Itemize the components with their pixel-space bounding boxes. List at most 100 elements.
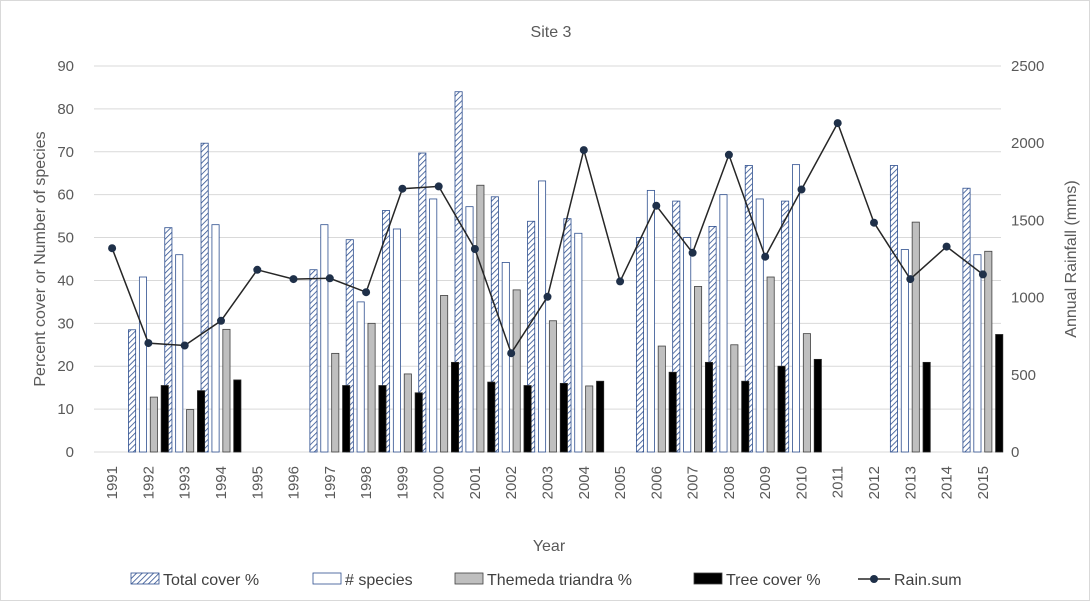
bar: [802, 333, 811, 453]
bar: [922, 361, 931, 453]
rain-point: [616, 277, 625, 286]
legend-label: Rain.sum: [894, 572, 962, 589]
x-axis-title: Year: [533, 538, 566, 555]
bar: [392, 228, 401, 453]
y-tick-label: 70: [57, 144, 74, 161]
rain-line: [111, 121, 984, 355]
bar: [704, 361, 713, 453]
rain-point: [833, 119, 842, 128]
bar: [596, 380, 605, 453]
x-tick-label: 2010: [794, 466, 811, 499]
bar: [766, 276, 775, 453]
bar: [719, 194, 728, 453]
bar: [900, 249, 909, 453]
legend-marker: [870, 575, 878, 583]
legend-label: Themeda triandra %: [487, 572, 632, 589]
rain-point: [978, 270, 987, 279]
legend-item: Total cover %: [130, 572, 259, 589]
y-tick-label: 0: [66, 444, 74, 461]
bar: [356, 301, 365, 453]
y-tick-label: 50: [57, 230, 74, 247]
bar: [138, 276, 147, 453]
bar: [128, 329, 137, 453]
bar: [320, 224, 329, 453]
x-tick-label: 2000: [431, 466, 448, 499]
rain-point: [434, 182, 443, 191]
y2-tick-label: 2500: [1011, 58, 1044, 75]
bar: [730, 344, 739, 453]
x-tick-label: 2004: [576, 466, 593, 499]
rain-point: [543, 292, 552, 301]
rain-point: [652, 201, 661, 210]
rain-point: [870, 218, 878, 227]
bar-series: [128, 91, 1004, 453]
rain-point: [942, 242, 951, 251]
legend-swatch: [454, 572, 484, 585]
bar: [149, 396, 158, 453]
bar: [548, 320, 557, 453]
bar: [574, 232, 583, 453]
x-tick-label: 2012: [866, 466, 883, 499]
x-tick-label: 2005: [612, 466, 629, 499]
bar: [429, 198, 438, 453]
y-tick-label: 40: [57, 272, 74, 289]
bar: [995, 334, 1004, 453]
y2-tick-label: 0: [1011, 444, 1019, 461]
y2-tick-label: 2000: [1011, 135, 1044, 152]
bar: [403, 373, 412, 453]
bar: [197, 390, 206, 453]
x-tick-label: 2006: [648, 466, 665, 499]
rain-point: [398, 184, 407, 193]
bar: [777, 365, 786, 453]
x-axis: 1991 1992 1993 1994 1995 1996 1997 1998 1999 2000…: [104, 466, 992, 499]
bar: [694, 286, 703, 453]
rain-point: [217, 316, 225, 325]
bar: [367, 322, 376, 453]
x-tick-label: 1995: [249, 466, 266, 499]
bar: [211, 224, 220, 453]
rain-point: [362, 288, 371, 297]
bar: [585, 385, 594, 453]
legend-item: # species: [312, 572, 413, 589]
bar: [755, 198, 764, 453]
x-tick-label: 2009: [757, 466, 774, 499]
bar: [512, 289, 521, 453]
legend-label: Total cover %: [163, 572, 259, 589]
bar: [523, 385, 532, 453]
rain-point: [108, 244, 117, 253]
legend-item: Tree cover %: [693, 572, 821, 589]
gridlines: [94, 65, 1001, 453]
bar: [414, 392, 423, 453]
bar: [476, 184, 485, 453]
rain-point: [761, 252, 770, 261]
y-axis-left-title: Percent cover or Number of species: [32, 131, 49, 386]
rain-point: [724, 150, 733, 159]
bar: [813, 358, 822, 453]
bar: [309, 269, 318, 453]
x-tick-label: 1998: [358, 466, 375, 499]
legend-swatch: [130, 572, 160, 585]
bar: [331, 352, 340, 453]
rain-point: [470, 245, 479, 253]
x-tick-label: 2001: [467, 466, 484, 499]
bar: [683, 237, 692, 453]
y2-tick-label: 1500: [1011, 212, 1044, 229]
bar: [222, 328, 231, 453]
y2-tick-label: 500: [1011, 367, 1036, 384]
bar: [440, 295, 449, 453]
x-tick-label: 1999: [394, 466, 411, 499]
x-tick-label: 2002: [503, 466, 520, 499]
bar: [501, 262, 510, 453]
rain-line-series: [108, 119, 987, 358]
y-tick-label: 60: [57, 187, 74, 204]
x-tick-label: 2011: [830, 466, 847, 498]
rain-point: [797, 185, 806, 194]
y-axis-left: 0 10 20 30 40 50 60 70 80 90: [57, 58, 74, 461]
x-tick-label: 2007: [685, 466, 702, 499]
y-tick-label: 10: [57, 401, 74, 418]
y-axis-right: 0 500 1000 1500 2000 2500: [1011, 58, 1044, 461]
x-tick-label: 2008: [721, 466, 738, 499]
rain-point: [253, 265, 262, 274]
rain-point: [688, 248, 697, 257]
